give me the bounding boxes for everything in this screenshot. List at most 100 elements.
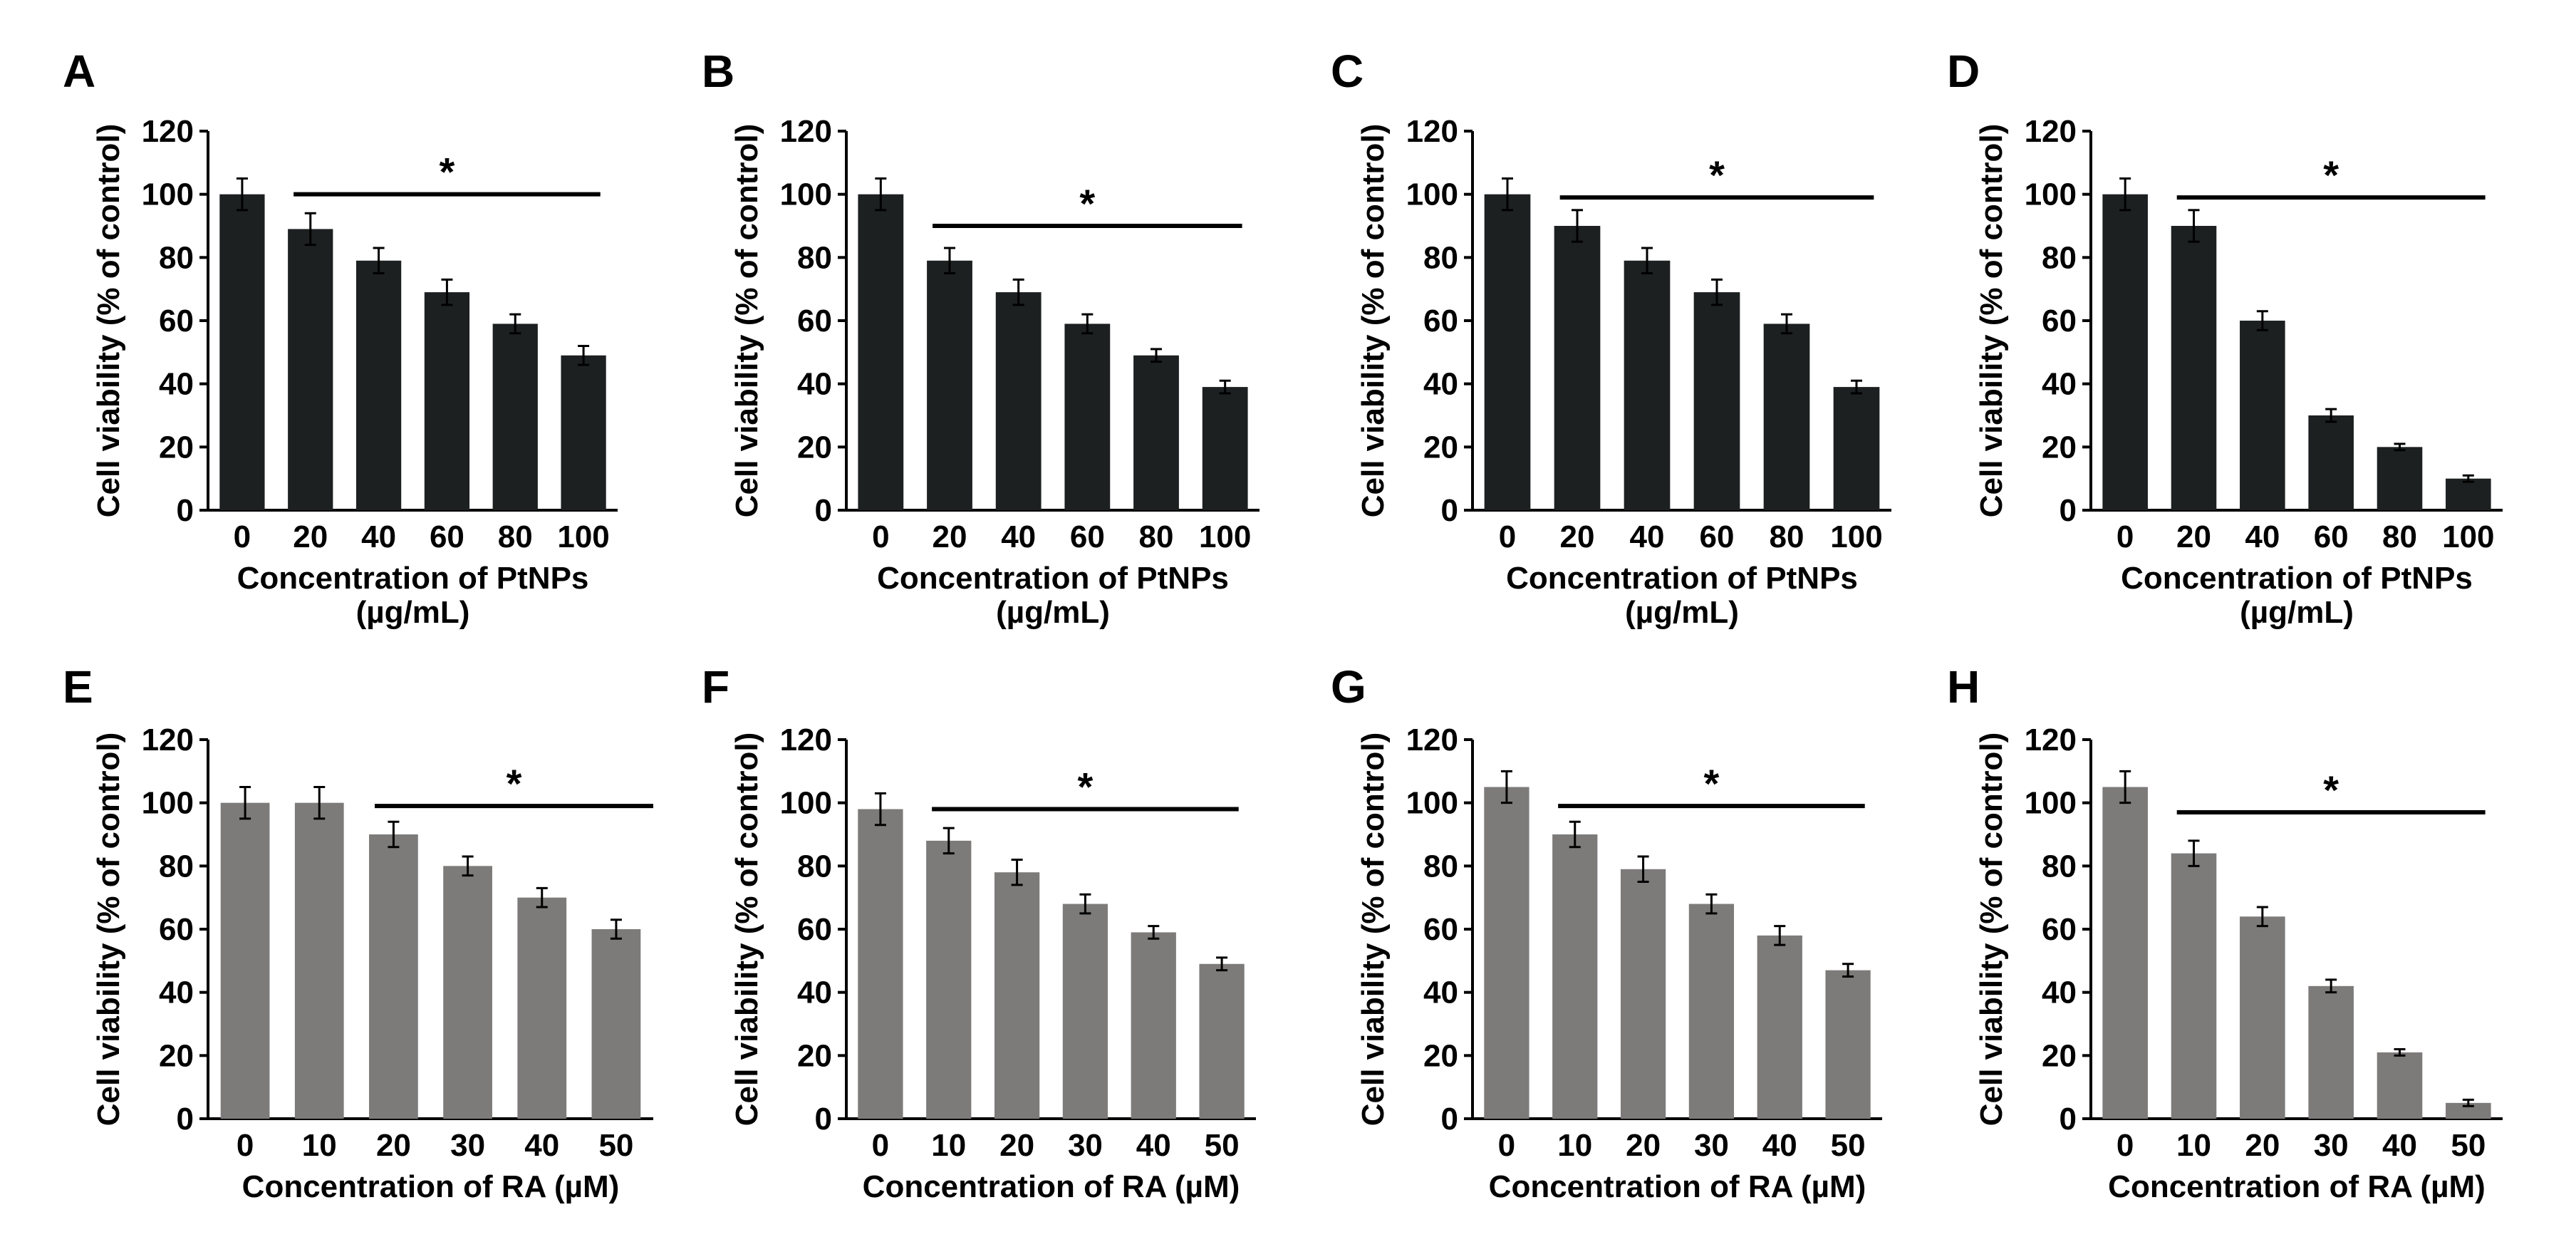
x-tick-label: 60 — [1070, 519, 1105, 554]
x-tick-label: 100 — [1199, 519, 1251, 554]
bar — [1554, 226, 1601, 510]
y-tick-label: 20 — [159, 430, 194, 465]
y-tick-label: 40 — [159, 367, 194, 402]
bar — [1133, 355, 1179, 510]
bar — [443, 866, 492, 1119]
panel-letter: D — [1947, 46, 1980, 97]
bar — [1825, 970, 1871, 1119]
bar — [2446, 478, 2491, 510]
y-tick-label: 120 — [780, 723, 832, 757]
x-tick-label: 0 — [872, 519, 889, 554]
y-axis-title: Cell viability (% of control) — [1356, 733, 1391, 1127]
x-tick-label: 40 — [361, 519, 396, 554]
y-tick-label: 80 — [1423, 849, 1458, 884]
bar — [1064, 324, 1111, 510]
y-tick-label: 100 — [780, 786, 832, 821]
bar — [994, 872, 1040, 1119]
x-tick-label: 40 — [1630, 519, 1665, 554]
x-tick-label: 10 — [1557, 1128, 1592, 1163]
x-tick-label: 60 — [2314, 519, 2349, 554]
bar — [1688, 904, 1735, 1119]
significance-star: * — [440, 150, 455, 195]
chart-panel-h: H 0 20 40 60 80 100 120 0 10 20 30 40 50 * Concentratio… — [1947, 661, 2503, 1204]
y-tick-label: 20 — [1423, 1038, 1458, 1073]
bar — [995, 292, 1042, 510]
bar — [1552, 834, 1598, 1119]
y-tick-label: 0 — [177, 1102, 194, 1137]
bar — [2102, 194, 2148, 510]
bar — [1199, 963, 1245, 1119]
chart-panel-a: A 0 20 40 60 80 100 120 0 20 40 60 80 100 * Concentrati… — [63, 46, 618, 630]
x-tick-label: 40 — [1001, 519, 1036, 554]
y-tick-label: 0 — [2060, 493, 2077, 528]
y-tick-label: 20 — [2042, 1038, 2077, 1073]
x-tick-label: 0 — [234, 519, 251, 554]
bar — [1833, 387, 1880, 510]
x-tick-label: 60 — [430, 519, 464, 554]
bar — [926, 840, 972, 1119]
x-axis-title: Concentration of PtNPs — [2121, 561, 2473, 596]
bar — [424, 292, 470, 510]
y-tick-label: 60 — [2042, 304, 2077, 338]
x-tick-label: 30 — [2314, 1128, 2349, 1163]
y-tick-label: 40 — [797, 367, 832, 402]
x-tick-label: 50 — [2451, 1128, 2486, 1163]
x-axis-title: (µg/mL) — [2240, 595, 2354, 630]
x-tick-label: 10 — [2176, 1128, 2211, 1163]
y-axis-title: Cell viability (% of control) — [91, 124, 126, 518]
bar — [858, 809, 903, 1119]
x-tick-label: 20 — [376, 1128, 411, 1163]
y-tick-label: 60 — [797, 304, 832, 338]
significance-star: * — [1709, 152, 1725, 197]
y-tick-label: 100 — [2025, 786, 2077, 821]
y-axis-title: Cell viability (% of control) — [1974, 733, 2009, 1127]
y-tick-label: 60 — [1423, 912, 1458, 947]
x-axis-title: (µg/mL) — [996, 595, 1110, 630]
chart-panel-c: C 0 20 40 60 80 100 120 0 20 40 60 80 100 * Concentrati… — [1331, 46, 1891, 630]
y-tick-label: 20 — [1423, 430, 1458, 465]
x-tick-label: 10 — [931, 1128, 966, 1163]
chart-panel-e: E 0 20 40 60 80 100 120 0 10 20 30 40 50 * Concentratio… — [63, 661, 653, 1204]
significance-star: * — [1704, 761, 1720, 806]
bar — [2240, 916, 2285, 1119]
x-tick-label: 30 — [450, 1128, 485, 1163]
x-tick-label: 0 — [2117, 519, 2134, 554]
bar — [1202, 387, 1248, 510]
significance-star: * — [2323, 152, 2339, 197]
bar — [1763, 324, 1810, 510]
significance-star: * — [2323, 767, 2339, 812]
panel-letter: G — [1331, 661, 1366, 713]
y-tick-label: 60 — [797, 912, 832, 947]
x-tick-label: 80 — [498, 519, 533, 554]
y-axis-title: Cell viability (% of control) — [91, 733, 126, 1127]
y-tick-label: 80 — [797, 849, 832, 884]
x-tick-label: 40 — [2245, 519, 2280, 554]
x-axis-title: Concentration of PtNPs — [237, 561, 589, 596]
x-tick-label: 20 — [933, 519, 967, 554]
bar — [2308, 985, 2354, 1119]
y-tick-label: 40 — [2042, 975, 2077, 1010]
x-tick-label: 20 — [2176, 519, 2211, 554]
x-tick-label: 0 — [1498, 1128, 1515, 1163]
bar — [219, 194, 265, 510]
y-tick-label: 120 — [2025, 114, 2077, 149]
y-tick-label: 0 — [815, 1102, 832, 1137]
y-tick-label: 80 — [159, 240, 194, 275]
y-tick-label: 0 — [177, 493, 194, 528]
x-axis-title: (µg/mL) — [1625, 595, 1739, 630]
x-tick-label: 40 — [1762, 1128, 1797, 1163]
y-tick-label: 0 — [1441, 493, 1458, 528]
bar — [591, 929, 641, 1119]
bar — [355, 260, 402, 510]
x-tick-label: 100 — [557, 519, 609, 554]
chart-panel-g: G 0 20 40 60 80 100 120 0 10 20 30 40 50 * Concentratio… — [1331, 661, 1882, 1204]
bar — [294, 802, 344, 1119]
y-tick-label: 80 — [159, 849, 194, 884]
bar — [2171, 853, 2217, 1119]
y-tick-label: 120 — [1406, 723, 1458, 757]
bar — [927, 260, 972, 510]
significance-star: * — [1078, 765, 1094, 809]
y-tick-label: 80 — [797, 240, 832, 275]
bar — [2240, 321, 2285, 510]
